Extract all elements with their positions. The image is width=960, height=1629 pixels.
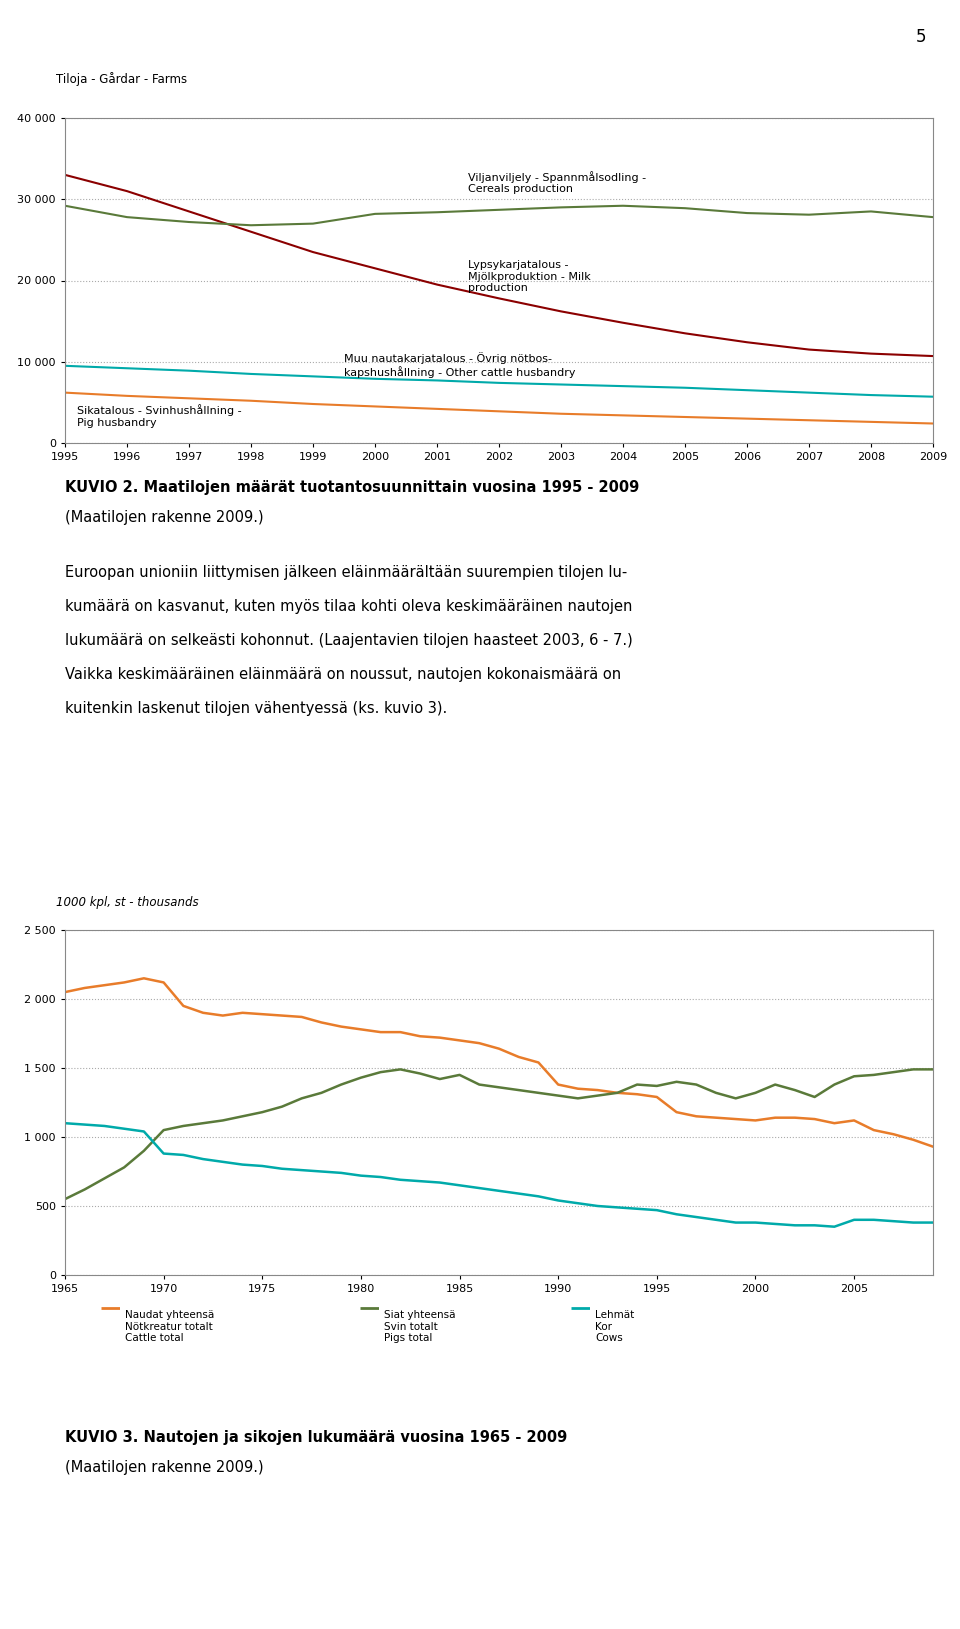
Text: Sikatalous - Svinhushållning -
Pig husbandry: Sikatalous - Svinhushållning - Pig husba…	[78, 404, 242, 427]
Text: KUVIO 3. Nautojen ja sikojen lukumäärä vuosina 1965 - 2009: KUVIO 3. Nautojen ja sikojen lukumäärä v…	[65, 1430, 567, 1445]
Text: kuitenkin laskenut tilojen vähentyessä (ks. kuvio 3).: kuitenkin laskenut tilojen vähentyessä (…	[65, 700, 447, 717]
Text: (Maatilojen rakenne 2009.): (Maatilojen rakenne 2009.)	[65, 1460, 264, 1474]
Text: KUVIO 2. Maatilojen määrät tuotantosuunnittain vuosina 1995 - 2009: KUVIO 2. Maatilojen määrät tuotantosuunn…	[65, 481, 639, 495]
Text: Viljanviljely - Spannmålsodling -
Cereals production: Viljanviljely - Spannmålsodling - Cereal…	[468, 171, 646, 194]
Text: 5: 5	[916, 28, 926, 46]
Text: 1000 kpl, st - thousands: 1000 kpl, st - thousands	[57, 896, 199, 909]
Text: Tiloja - Gårdar - Farms: Tiloja - Gårdar - Farms	[57, 72, 187, 85]
Text: (Maatilojen rakenne 2009.): (Maatilojen rakenne 2009.)	[65, 510, 264, 525]
Text: kumäärä on kasvanut, kuten myös tilaa kohti oleva keskimääräinen nautojen: kumäärä on kasvanut, kuten myös tilaa ko…	[65, 599, 633, 614]
Text: Vaikka keskimääräinen eläinmäärä on noussut, nautojen kokonaismäärä on: Vaikka keskimääräinen eläinmäärä on nous…	[65, 666, 621, 683]
Text: lukumäärä on selkeästi kohonnut. (Laajentavien tilojen haasteet 2003, 6 - 7.): lukumäärä on selkeästi kohonnut. (Laajen…	[65, 634, 633, 648]
Text: Euroopan unioniin liittymisen jälkeen eläinmäärältään suurempien tilojen lu-: Euroopan unioniin liittymisen jälkeen el…	[65, 565, 628, 580]
Text: Naudat yhteensä
Nötkreatur totalt
Cattle total: Naudat yhteensä Nötkreatur totalt Cattle…	[125, 1310, 214, 1344]
Text: Lypsykarjatalous -
Mjölkproduktion - Milk
production: Lypsykarjatalous - Mjölkproduktion - Mil…	[468, 261, 590, 293]
Text: Siat yhteensä
Svin totalt
Pigs total: Siat yhteensä Svin totalt Pigs total	[384, 1310, 455, 1344]
Text: Lehmät
Kor
Cows: Lehmät Kor Cows	[595, 1310, 635, 1344]
Text: Muu nautakarjatalous - Övrig nötbos-
kapshushållning - Other cattle husbandry: Muu nautakarjatalous - Övrig nötbos- kap…	[344, 352, 575, 378]
